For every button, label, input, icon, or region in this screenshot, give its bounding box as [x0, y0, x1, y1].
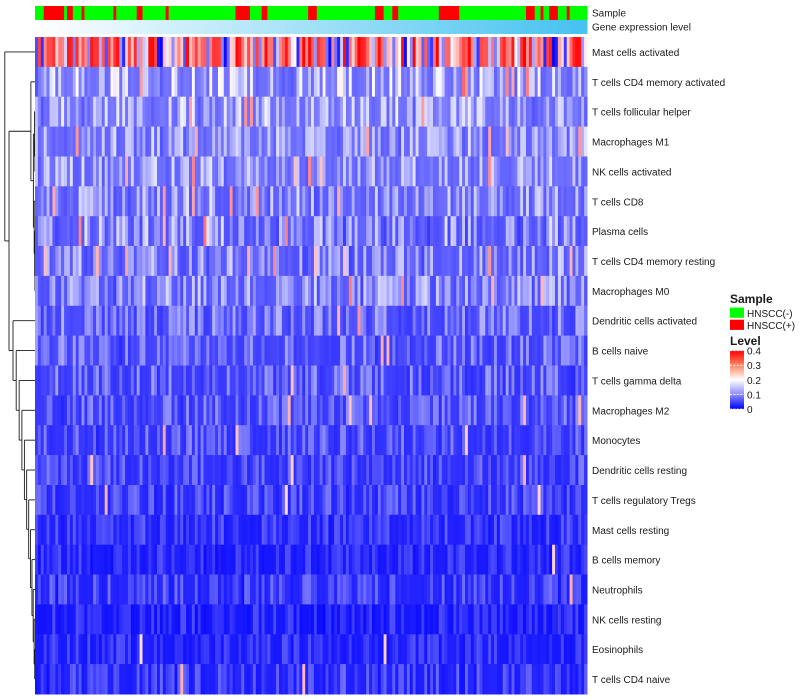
svg-text:Dendritic cells resting: Dendritic cells resting — [592, 466, 687, 477]
svg-text:B cells memory: B cells memory — [592, 556, 660, 567]
svg-text:NK cells activated: NK cells activated — [592, 167, 671, 178]
svg-text:T cells CD4 memory resting: T cells CD4 memory resting — [592, 257, 715, 268]
svg-text:T cells CD4 memory activated: T cells CD4 memory activated — [592, 78, 725, 89]
svg-text:T cells follicular helper: T cells follicular helper — [592, 108, 691, 119]
svg-text:Dendritic cells activated: Dendritic cells activated — [592, 317, 697, 328]
svg-text:Sample: Sample — [730, 292, 773, 306]
svg-text:Plasma cells: Plasma cells — [592, 227, 648, 238]
svg-text:0: 0 — [747, 405, 753, 416]
svg-text:Mast cells activated: Mast cells activated — [592, 48, 679, 59]
svg-text:0.3: 0.3 — [747, 361, 761, 372]
svg-text:Monocytes: Monocytes — [592, 436, 640, 447]
svg-text:NK cells resting: NK cells resting — [592, 615, 661, 626]
svg-text:HNSCC(+): HNSCC(+) — [747, 321, 795, 332]
svg-text:Mast cells resting: Mast cells resting — [592, 526, 669, 537]
svg-text:Macrophages M2: Macrophages M2 — [592, 406, 670, 417]
svg-text:0.1: 0.1 — [747, 390, 761, 401]
svg-text:Eosinophils: Eosinophils — [592, 645, 643, 656]
svg-text:T cells CD4 naive: T cells CD4 naive — [592, 675, 671, 686]
svg-text:B cells naive: B cells naive — [592, 347, 649, 358]
svg-text:T cells gamma delta: T cells gamma delta — [592, 376, 682, 387]
svg-text:Sample: Sample — [592, 9, 626, 20]
svg-text:T cells regulatory Tregs: T cells regulatory Tregs — [592, 496, 696, 507]
svg-text:Macrophages M0: Macrophages M0 — [592, 287, 670, 298]
svg-text:Neutrophils: Neutrophils — [592, 585, 643, 596]
svg-text:HNSCC(-): HNSCC(-) — [747, 309, 793, 320]
svg-text:0.4: 0.4 — [747, 347, 761, 358]
svg-text:Gene expression level: Gene expression level — [592, 23, 691, 34]
svg-text:Macrophages M1: Macrophages M1 — [592, 138, 670, 149]
svg-text:T cells CD8: T cells CD8 — [592, 197, 644, 208]
svg-text:0.2: 0.2 — [747, 376, 761, 387]
